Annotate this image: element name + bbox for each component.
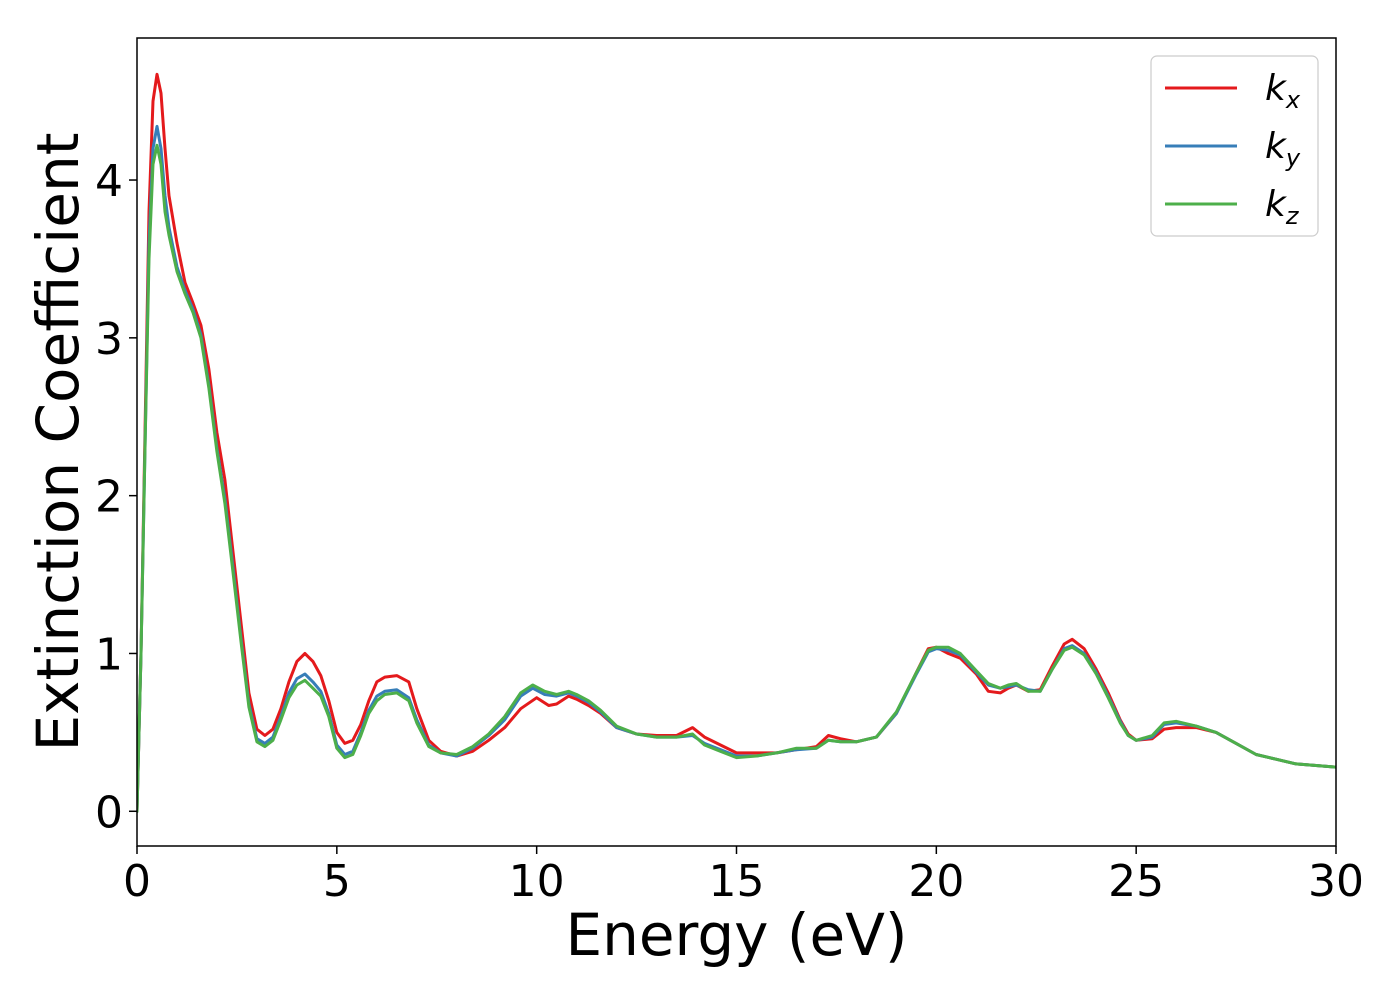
legend-label-y: ky: [1265, 126, 1301, 172]
y-tick-label: 0: [95, 787, 123, 838]
x-tick-label: 30: [1308, 856, 1364, 907]
series-layer: [137, 72, 1336, 813]
x-tick-label: 0: [123, 856, 151, 907]
y-tick-label: 3: [95, 314, 123, 365]
legend-label-x: kx: [1265, 68, 1301, 114]
legend-label-z: kz: [1265, 184, 1300, 230]
x-axis-ticks: 0 5 10 15 20 25 30: [123, 846, 1364, 907]
x-tick-label: 20: [908, 856, 964, 907]
x-tick-label: 5: [323, 856, 351, 907]
x-tick-label: 15: [709, 856, 765, 907]
x-tick-label: 10: [509, 856, 565, 907]
series-line-x: [137, 72, 1336, 813]
x-tick-label: 25: [1108, 856, 1164, 907]
y-axis-ticks: 0 1 2 3 4: [95, 156, 137, 838]
y-axis-title: Extinction Coefficient: [24, 133, 92, 752]
legend: kx ky kz: [1150, 55, 1319, 237]
y-tick-label: 2: [95, 472, 123, 523]
x-axis-title: Energy (eV): [565, 901, 907, 969]
series-line-z: [137, 143, 1336, 813]
y-tick-label: 1: [95, 629, 123, 680]
y-tick-label: 4: [95, 156, 123, 207]
